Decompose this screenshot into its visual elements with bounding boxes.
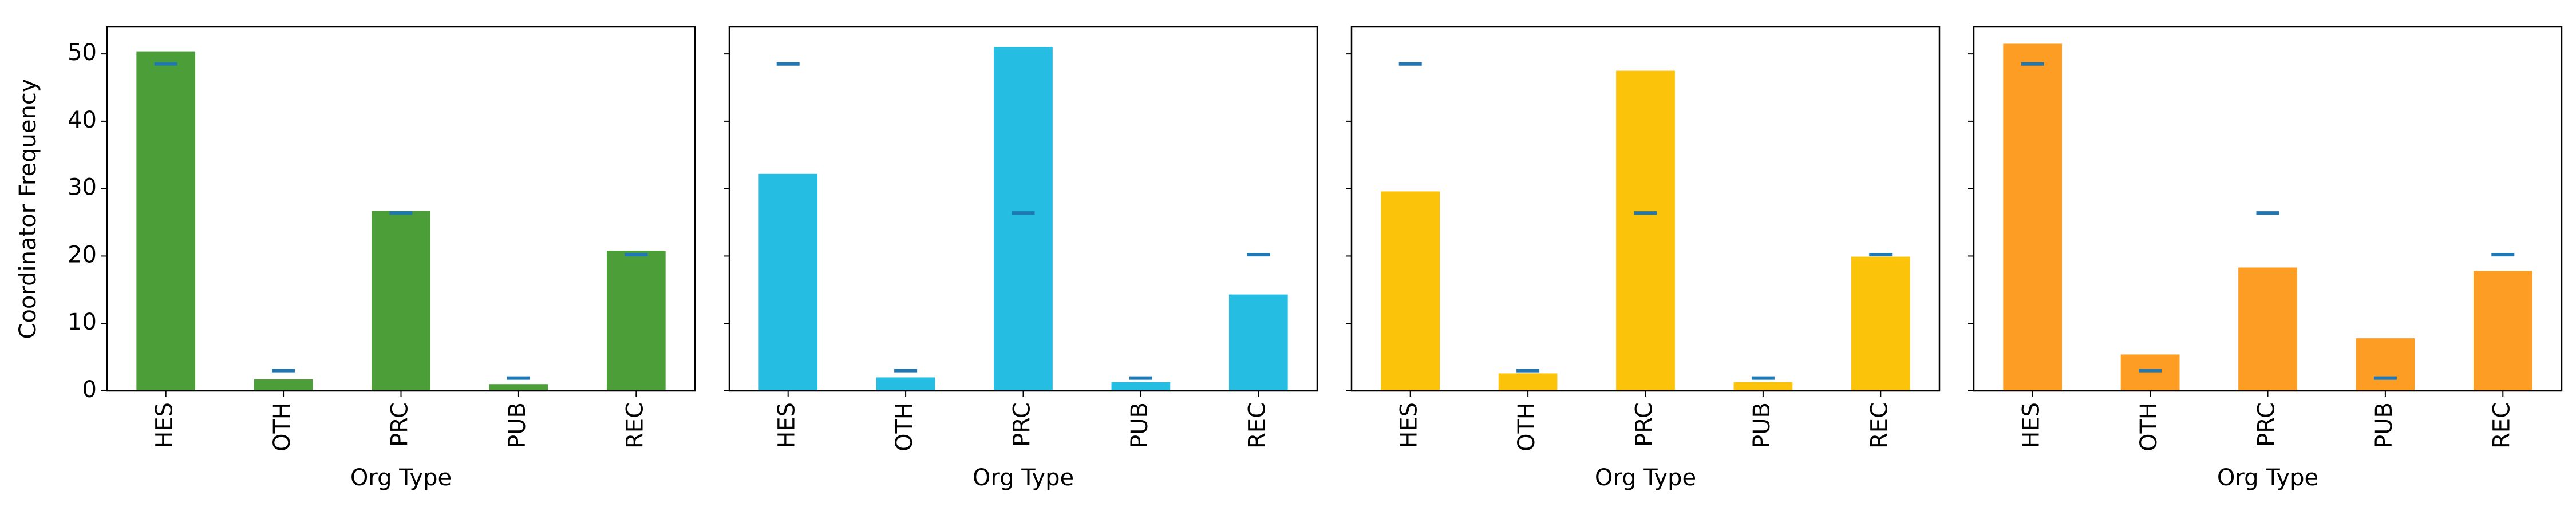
bar-hes bbox=[136, 52, 196, 391]
bar-rec bbox=[606, 251, 666, 391]
bar-oth bbox=[1498, 373, 1558, 391]
x-tick-label: OTH bbox=[891, 402, 918, 451]
x-tick-label: OTH bbox=[2136, 402, 2162, 451]
plot-frame bbox=[1350, 26, 1941, 392]
y-tick-label: 40 bbox=[68, 107, 97, 133]
bar-prc bbox=[994, 47, 1053, 391]
plot-frame bbox=[1973, 26, 2563, 392]
x-axis-label: Org Type bbox=[973, 465, 1074, 491]
bar-rec bbox=[2473, 271, 2532, 391]
x-tick-label: PRC bbox=[387, 402, 413, 447]
x-tick-label: REC bbox=[1866, 402, 1893, 449]
chart-panel-3: HES OTH PRC PUB REC Org Type bbox=[1346, 26, 1941, 491]
x-tick-label: REC bbox=[622, 402, 648, 449]
x-tick-label: HES bbox=[774, 402, 800, 449]
y-tick-label: 20 bbox=[68, 241, 97, 268]
bar-hes bbox=[758, 173, 818, 391]
y-tick-label: 10 bbox=[68, 309, 97, 335]
x-tick-label: HES bbox=[2018, 402, 2045, 449]
chart-panel-1: HES OTH PRC PUB REC 0 10 20 30 40 50 Org Type Coordi… bbox=[15, 26, 696, 491]
x-tick-label: PRC bbox=[2254, 402, 2280, 447]
x-tick-label: PRC bbox=[1631, 402, 1658, 447]
y-tick-label: 50 bbox=[68, 39, 97, 66]
chart-panel-2: HES OTH PRC PUB REC Org Type bbox=[724, 26, 1318, 491]
bar-prc bbox=[1616, 70, 1675, 391]
y-tick-label: 0 bbox=[82, 377, 97, 403]
bar-pub bbox=[1111, 382, 1171, 391]
y-tick-label: 30 bbox=[68, 175, 97, 201]
x-tick-label: PUB bbox=[504, 402, 531, 449]
bar-pub bbox=[2356, 338, 2415, 391]
chart-panel-4: HES OTH PRC PUB REC Org Type bbox=[1968, 26, 2563, 491]
bar-oth bbox=[254, 379, 313, 391]
bar-hes bbox=[1381, 191, 1440, 391]
x-tick-label: PUB bbox=[1127, 402, 1153, 449]
bar-prc bbox=[2238, 267, 2297, 391]
bar-oth bbox=[876, 377, 935, 391]
x-tick-label: HES bbox=[152, 402, 178, 449]
bar-hes bbox=[2003, 43, 2063, 391]
x-tick-label: REC bbox=[1244, 402, 1270, 449]
bar-oth bbox=[2120, 354, 2180, 391]
x-tick-label: OTH bbox=[269, 402, 295, 451]
x-tick-label: PUB bbox=[2371, 402, 2397, 449]
x-tick-label: PRC bbox=[1009, 402, 1036, 447]
bar-pub bbox=[489, 384, 548, 391]
x-axis-label: Org Type bbox=[350, 465, 452, 491]
y-axis-label: Coordinator Frequency bbox=[15, 79, 41, 339]
plot-frame bbox=[728, 26, 1318, 392]
x-tick-label: OTH bbox=[1514, 402, 1540, 451]
bar-pub bbox=[1733, 382, 1793, 391]
x-axis-label: Org Type bbox=[2217, 465, 2318, 491]
x-tick-label: PUB bbox=[1749, 402, 1775, 449]
plot-frame bbox=[106, 26, 696, 392]
x-axis-label: Org Type bbox=[1595, 465, 1696, 491]
bar-rec bbox=[1228, 294, 1288, 391]
bar-prc bbox=[372, 211, 430, 391]
x-tick-label: REC bbox=[2488, 402, 2515, 449]
bar-rec bbox=[1851, 256, 1910, 391]
x-tick-label: HES bbox=[1396, 402, 1423, 449]
